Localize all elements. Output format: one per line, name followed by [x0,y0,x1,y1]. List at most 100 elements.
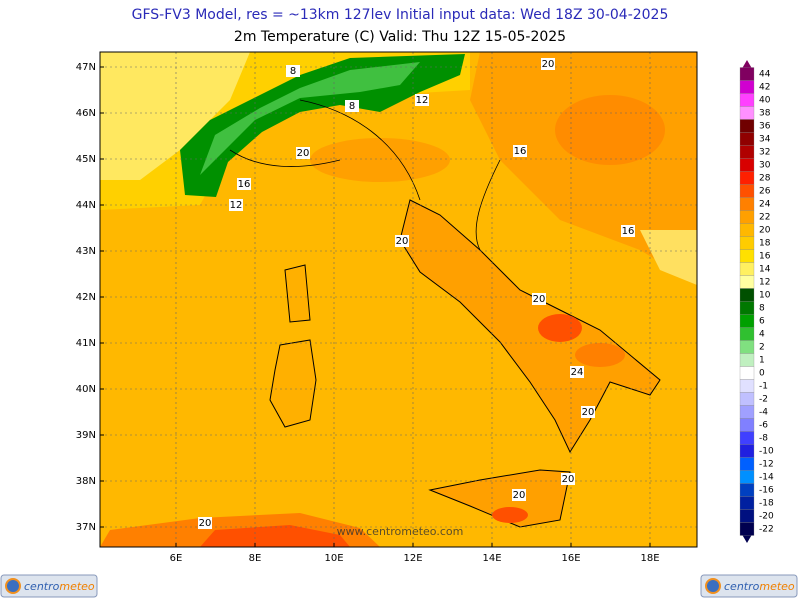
colorbar-swatch [739,366,755,380]
subtitle: 2m Temperature (C) Valid: Thu 12Z 15-05-… [234,29,566,45]
colorbar-label: 20 [759,226,771,236]
colorbar-label: 24 [759,200,771,210]
lat-label: 39N [76,430,96,441]
colorbar-label: 36 [759,122,771,132]
colorbar-swatch [739,171,755,185]
logo-icon [5,578,21,594]
colorbar-label: -6 [759,421,768,431]
colorbar-swatch [739,483,755,497]
contour-label: 24 [571,367,584,378]
lat-label: 38N [76,476,96,487]
lon-label: 10E [324,553,343,564]
contour-label-bg [286,65,300,77]
colorbar-swatch [739,288,755,302]
contour-label-bg [512,489,526,501]
contour-label-bg [229,199,243,211]
colorbar-label: 26 [759,187,771,197]
logo: centrometeo [0,574,98,598]
contour-label-bg [415,94,429,106]
colorbar-label: 38 [759,109,771,119]
sicily-land [428,469,571,528]
colorbar-label: -12 [759,460,774,470]
colorbar-label: -22 [759,525,774,535]
lon-label: 16E [561,553,580,564]
colorbar-swatch [739,223,755,237]
colorbar-swatch [739,158,755,172]
colorbar-label: 44 [759,70,771,80]
colorbar-label: 42 [759,83,770,93]
colorbar-swatch [739,392,755,406]
colorbar-label: 4 [759,330,765,340]
colorbar-swatch [739,67,755,81]
colorbar-swatch [739,249,755,263]
lon-label: 14E [482,553,501,564]
contour-label-bg [513,145,527,157]
coastline [229,99,501,251]
colorbar-swatch [739,457,755,471]
colorbar-label: 28 [759,174,771,184]
lon-label: 6E [170,553,183,564]
lon-label: 18E [640,553,659,564]
lat-label: 37N [76,522,96,533]
colorbar-swatch [739,275,755,289]
contour-label: 8 [290,66,296,77]
contour-label: 20 [297,148,310,159]
colorbar-label: 8 [759,304,765,314]
colorbar-label: 2 [759,343,765,353]
contour-label: 16 [238,179,251,190]
lat-label: 46N [76,108,96,119]
colorbar-swatch [739,418,755,432]
colorbar-label: -20 [759,512,774,522]
contour-label-bg [570,366,584,378]
lon-label: 8E [249,553,262,564]
contour-label: 12 [230,200,243,211]
corsica-land [284,264,311,323]
logo-text-b: meteo [759,580,795,593]
po-field [310,138,450,182]
colorbar-swatch [739,236,755,250]
graticule [100,52,697,547]
colorbar-label: 10 [759,291,771,301]
cool-field [640,230,697,285]
colorbar-swatch [739,262,755,276]
contour-label: 20 [542,59,555,70]
colorbar-swatch [739,353,755,367]
colorbar-swatch [739,522,755,536]
contour-label: 16 [514,146,527,157]
colorbar-label: 22 [759,213,770,223]
contour-label: 20 [396,236,409,247]
alps-field [180,54,465,197]
logo-box [0,574,98,598]
colorbar-swatch [739,444,755,458]
colorbar-swatch [739,145,755,159]
colorbar-swatch [739,470,755,484]
contour-label: 20 [199,518,212,529]
lat-label: 44N [76,200,96,211]
colorbar-swatch [739,327,755,341]
title: GFS-FV3 Model, res = ~13km 127lev Initia… [132,7,669,23]
logo-text-a: centro [24,580,60,593]
colorbar-swatch [739,509,755,523]
contour-label: 16 [622,226,635,237]
colorbar-label: -14 [759,473,774,483]
logo-text: centrometeo [24,580,95,593]
map-frame [99,51,698,548]
colorbar-label: -1 [759,382,768,392]
colorbar-label: 40 [759,96,771,106]
colorbar-swatch [739,314,755,328]
logo: centrometeo [700,574,798,598]
lat-label: 45N [76,154,96,165]
colorbar-label: -4 [759,408,768,418]
watermark: www.centrometeo.com [337,525,464,538]
colorbar-label: -16 [759,486,774,496]
colorbar-swatch [739,431,755,445]
contour-label-bg [561,473,575,485]
contour-label: 20 [533,294,546,305]
colorbar-swatch [739,379,755,393]
colorbar-swatch [739,210,755,224]
colorbar-swatch [739,405,755,419]
contour-label-bg [198,517,212,529]
warm-field [575,343,625,367]
colorbar-label: 34 [759,135,771,145]
